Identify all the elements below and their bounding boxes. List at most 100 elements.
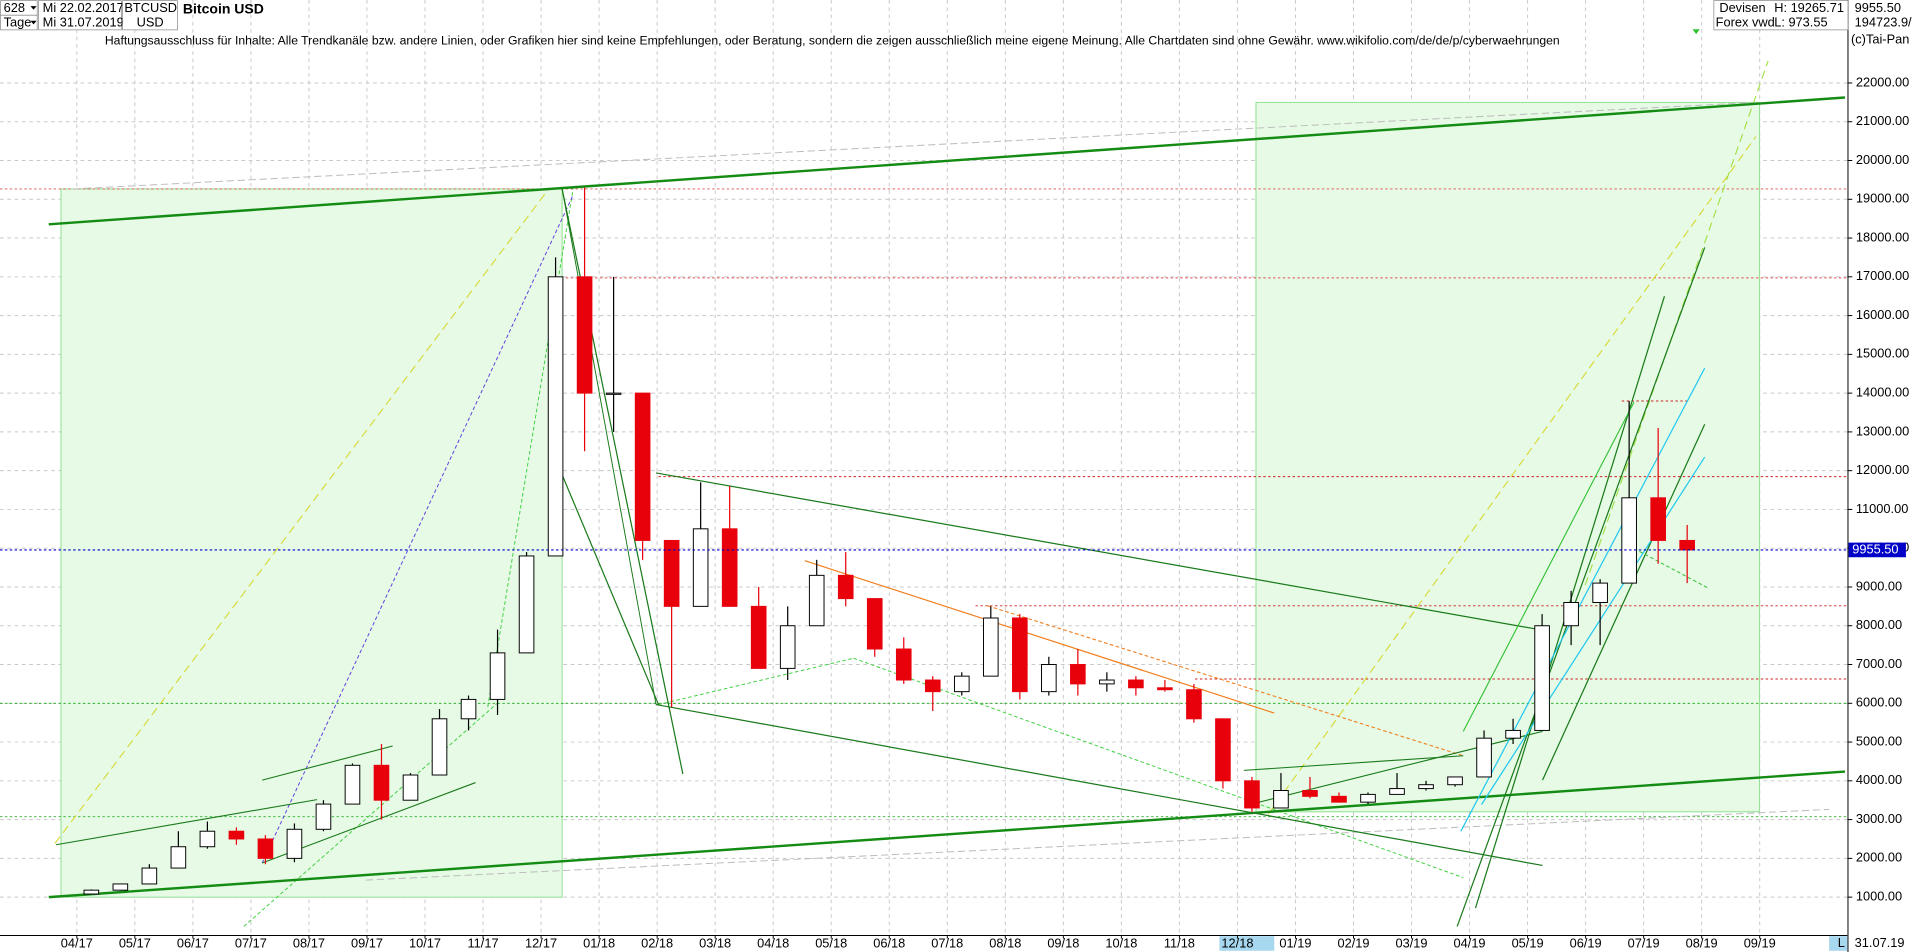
y-tick-label: 11000.00 bbox=[1856, 501, 1908, 516]
candle-body bbox=[1331, 795, 1347, 803]
start-date: Mi 22.02.2017 bbox=[43, 0, 124, 15]
candle-body bbox=[518, 555, 535, 654]
candle-body bbox=[286, 828, 303, 859]
y-tick-label: 13000.00 bbox=[1856, 423, 1909, 438]
trend-lines bbox=[0, 60, 1848, 927]
trend-line bbox=[1249, 730, 1543, 806]
axes: 1000.00 2000.00 3000.00 4000.00 5000.00 6000.… bbox=[61, 74, 1909, 950]
trend-line bbox=[73, 101, 1756, 190]
candle-body bbox=[576, 276, 593, 394]
candle-body bbox=[170, 846, 187, 869]
trend-line bbox=[55, 799, 318, 846]
y-tick-label: 15000.00 bbox=[1856, 346, 1909, 361]
dropdown-arrow bbox=[30, 6, 37, 10]
y-tick-label: 9000.00 bbox=[1856, 578, 1902, 593]
scale-mode: L bbox=[1838, 935, 1845, 950]
candle-body bbox=[315, 803, 332, 830]
candle-body bbox=[1041, 664, 1057, 693]
trend-line bbox=[556, 462, 660, 705]
x-tick-label: 03/19 bbox=[1396, 935, 1428, 950]
header-box[interactable] bbox=[0, 14, 38, 31]
high: H: 19265.71 bbox=[1774, 0, 1844, 15]
x-tick-label: 08/17 bbox=[293, 935, 325, 950]
y-tick-label: 17000.00 bbox=[1856, 268, 1909, 283]
candle-body bbox=[228, 830, 245, 840]
candle-body bbox=[1157, 687, 1173, 691]
x-tick-label: 05/18 bbox=[815, 935, 847, 950]
last-price-box bbox=[1848, 542, 1906, 558]
candle-body bbox=[431, 718, 448, 776]
header-box bbox=[1713, 0, 1849, 31]
candle-body bbox=[866, 598, 883, 650]
trend-line bbox=[48, 770, 1846, 899]
y-tick-label: 6000.00 bbox=[1856, 695, 1902, 710]
chart-title: Bitcoin USD bbox=[183, 0, 264, 16]
candle-body bbox=[1273, 790, 1289, 809]
y-tick-label: 2000.00 bbox=[1856, 850, 1902, 865]
candle-body bbox=[1621, 497, 1637, 584]
marker bbox=[1692, 29, 1700, 35]
candle-body bbox=[1244, 780, 1260, 809]
candle-body bbox=[1563, 601, 1579, 627]
trend-line bbox=[1243, 755, 1464, 771]
candle-body bbox=[1215, 718, 1231, 782]
x-tick-label: 05/17 bbox=[119, 935, 151, 950]
y-tick-label: 3000.00 bbox=[1856, 811, 1902, 826]
y-tick-label: 20000.00 bbox=[1856, 152, 1909, 167]
candles bbox=[0, 187, 1848, 895]
x-tick-label: 11/18 bbox=[1164, 935, 1195, 950]
y-tick-label: 5000.00 bbox=[1856, 733, 1902, 748]
candle-body bbox=[373, 764, 390, 801]
candle-body bbox=[605, 392, 622, 395]
candle-body bbox=[924, 679, 941, 693]
candle-body bbox=[199, 830, 216, 848]
trend-line bbox=[561, 188, 657, 705]
candle-body bbox=[489, 652, 506, 700]
candle-body bbox=[460, 698, 477, 720]
x-tick-label: 09/17 bbox=[351, 935, 383, 950]
x-tick-label: 06/18 bbox=[873, 935, 905, 950]
candle-body bbox=[895, 648, 912, 681]
candle-body bbox=[112, 883, 129, 891]
x-tick-label: 01/19 bbox=[1279, 935, 1311, 950]
y-tick-label: 16000.00 bbox=[1856, 307, 1909, 322]
end-date: Mi 31.07.2019 bbox=[43, 15, 124, 30]
volume: 194723.9/ bbox=[1855, 15, 1912, 30]
trend-line bbox=[365, 808, 1830, 881]
y-tick-label: 1000.00 bbox=[1856, 889, 1902, 904]
candle-body bbox=[1012, 617, 1028, 693]
x-tick-label: 04/19 bbox=[1454, 935, 1486, 950]
y-tick-label: 12000.00 bbox=[1856, 462, 1909, 477]
x-tick-label: 11/17 bbox=[467, 935, 498, 950]
x-tick-label: 08/19 bbox=[1686, 935, 1718, 950]
x-tick-label: 10/18 bbox=[1105, 935, 1137, 950]
currency: USD bbox=[137, 15, 164, 30]
trend-line bbox=[987, 605, 1464, 757]
candle-body bbox=[808, 574, 825, 627]
candle-body bbox=[634, 392, 651, 541]
candle-body bbox=[721, 528, 738, 607]
x-tick-label: 12/18 bbox=[1221, 935, 1253, 950]
x-tick-label: 10/17 bbox=[409, 935, 441, 950]
trend-line bbox=[487, 188, 574, 708]
trend-line bbox=[1462, 402, 1635, 732]
y-tick-label: 22000.00 bbox=[1856, 74, 1909, 89]
copyright: (c)Tai-Pan bbox=[1851, 32, 1909, 47]
date-label: 31.07.19 bbox=[1855, 935, 1905, 950]
y-tick-label: 8000.00 bbox=[1856, 617, 1902, 632]
candle-body bbox=[141, 867, 158, 885]
x-axis-highlight bbox=[1829, 936, 1848, 951]
x-tick-label: 04/17 bbox=[61, 935, 93, 950]
trend-line bbox=[48, 96, 1846, 226]
candle-body bbox=[983, 617, 999, 677]
candle-body bbox=[663, 539, 680, 607]
candle-body bbox=[1592, 582, 1608, 603]
trend-line bbox=[1267, 136, 1757, 815]
header-box bbox=[38, 0, 122, 31]
trend-line bbox=[1481, 456, 1706, 805]
x-tick-label: 03/18 bbox=[699, 935, 731, 950]
candle-body bbox=[1360, 793, 1376, 803]
trend-box bbox=[1255, 101, 1761, 813]
last: 9955.50 bbox=[1855, 0, 1901, 15]
candle-body bbox=[953, 675, 970, 693]
